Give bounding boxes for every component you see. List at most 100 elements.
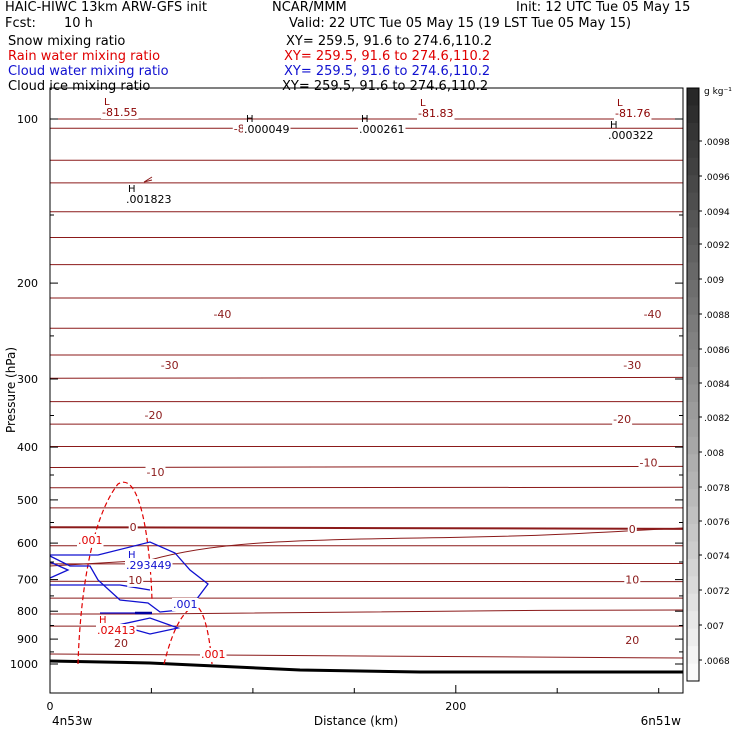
legend-rain-xy: XY= 259.5, 91.6 to 274.6,110.2 <box>284 49 491 64</box>
extremum-value-bg <box>614 107 652 120</box>
colorbar-frame <box>686 87 700 682</box>
isotherm-label-bg <box>642 308 663 322</box>
colorbar-bin <box>687 489 699 508</box>
rain-contour-label-bg <box>200 648 227 661</box>
legend-rain-name: Rain water mixing ratio <box>8 49 161 64</box>
colorbar-bin <box>687 628 699 647</box>
colorbar-tick-label: .0076 <box>704 518 730 528</box>
isotherm-label: 10 <box>625 574 639 587</box>
extremum-value-bg <box>607 129 655 142</box>
colorbar-tick-label: .0098 <box>704 138 730 148</box>
isotherm-label-bg <box>145 465 166 479</box>
colorbar-bin <box>687 419 699 438</box>
colorbar-tick-label: .0094 <box>704 208 730 218</box>
extremum-high-marker: H <box>128 184 136 195</box>
colorbar-bin <box>687 663 699 682</box>
x-endpoint-left: 4n53w <box>52 714 93 728</box>
isotherm-label-bg <box>638 456 659 470</box>
extremum-value-bg <box>243 123 291 136</box>
isotherm-label: -10 <box>147 466 165 479</box>
colorbar-bin <box>687 262 699 281</box>
extremum-low-marker: L <box>420 98 426 109</box>
colorbar-bin <box>687 105 699 124</box>
colorbar-tick-label: .0086 <box>704 346 730 356</box>
isotherm-label-bg <box>612 412 633 426</box>
y-tick-label: 1000 <box>10 658 38 671</box>
colorbar-tick-label: .008 <box>704 449 724 459</box>
x-endpoint-right: 6n51w <box>641 714 682 728</box>
extremum-value-bg <box>358 123 406 136</box>
extremum-value-bg <box>417 107 455 120</box>
colorbar-bin <box>687 367 699 385</box>
isotherm-label: 20 <box>625 634 639 647</box>
isotherm-label: -20 <box>613 413 631 426</box>
colorbar-bin <box>687 157 699 176</box>
colorbar-tick-label: .0068 <box>704 657 730 667</box>
isotherm-label-bg <box>159 359 180 373</box>
legend-cloud-ice-name: Cloud ice mixing ratio <box>8 79 151 94</box>
isotherm-label: 0 <box>629 523 636 536</box>
extremum-high-marker: H <box>128 550 136 561</box>
colorbar-bin <box>687 611 699 630</box>
isotherm-label: -10 <box>640 457 658 470</box>
colorbar-bin <box>687 593 699 612</box>
colorbar-bin <box>687 646 699 665</box>
chart-title: HAIC-HIWC 13km ARW-GFS init <box>5 0 207 15</box>
y-tick-label: 700 <box>17 574 38 587</box>
colorbar-bin <box>687 210 699 229</box>
x-tick-label: 0 <box>47 700 54 713</box>
isotherm-label: -40 <box>644 308 662 321</box>
legend-cloud-water-name: Cloud water mixing ratio <box>8 64 169 79</box>
forecast-label: Fcst: <box>5 16 36 31</box>
plot-frame <box>49 87 684 694</box>
y-tick-label: 500 <box>17 494 38 507</box>
legend-snow-name: Snow mixing ratio <box>8 34 126 49</box>
cloud-water-contour <box>49 561 70 579</box>
colorbar-bin <box>687 140 699 159</box>
isotherm-label-bg <box>622 359 643 373</box>
isotherm-label: -40 <box>213 308 231 321</box>
x-tick-label: 200 <box>445 700 466 713</box>
cloud-contour-label-bg <box>172 598 199 611</box>
colorbar-tick-label: .0084 <box>704 380 730 390</box>
extremum-value: -81.76 <box>615 107 650 120</box>
extremum-high-marker: H <box>361 114 369 125</box>
colorbar-tick-label: .0092 <box>704 241 730 251</box>
colorbar-bin <box>687 122 699 141</box>
init-time: Init: 12 UTC Tue 05 May 15 <box>516 0 691 15</box>
extremum-value-bg <box>125 193 173 206</box>
colorbar-bin <box>687 576 699 595</box>
isotherm-label-bg <box>624 633 641 647</box>
extremum-value: .293449 <box>126 559 172 572</box>
extremum-value: .000261 <box>359 123 405 136</box>
legend-cloud-ice-xy: XY= 259.5, 91.6 to 274.6,110.2 <box>282 79 489 94</box>
colorbar-bin <box>687 471 699 490</box>
isotherm-label: 20 <box>114 637 128 650</box>
colorbar-tick-label: .0072 <box>704 587 730 597</box>
colorbar-bin <box>687 332 699 351</box>
colorbar-tick-label: .0082 <box>704 414 730 424</box>
extremum-value-bg <box>96 624 137 637</box>
isotherm-line <box>49 486 684 489</box>
isotherm-line <box>49 526 684 530</box>
colorbar-bin <box>687 384 699 403</box>
colorbar-unit: g kg⁻¹ <box>704 87 732 97</box>
extremum-value: .02413 <box>97 624 136 637</box>
y-tick-label: 100 <box>17 113 38 126</box>
legend-cloud-water-xy: XY= 259.5, 91.6 to 274.6,110.2 <box>284 64 491 79</box>
rain-contour-label: .001 <box>201 648 226 661</box>
colorbar-bin <box>687 558 699 577</box>
extremum-value: .000049 <box>244 123 290 136</box>
extremum-low-marker: L <box>104 97 110 108</box>
colorbar-bin <box>687 541 699 560</box>
colorbar-tick-label: .0074 <box>704 552 730 562</box>
isotherm-label: -30 <box>623 359 641 372</box>
extremum-high-marker: H <box>99 615 107 626</box>
extremum-value-bg <box>125 559 173 572</box>
extremum-value: .000322 <box>608 129 654 142</box>
extremum-value-bg <box>101 106 139 119</box>
isotherm-line <box>50 609 684 615</box>
y-tick-label: 600 <box>17 537 38 550</box>
y-tick-label: 900 <box>17 633 38 646</box>
